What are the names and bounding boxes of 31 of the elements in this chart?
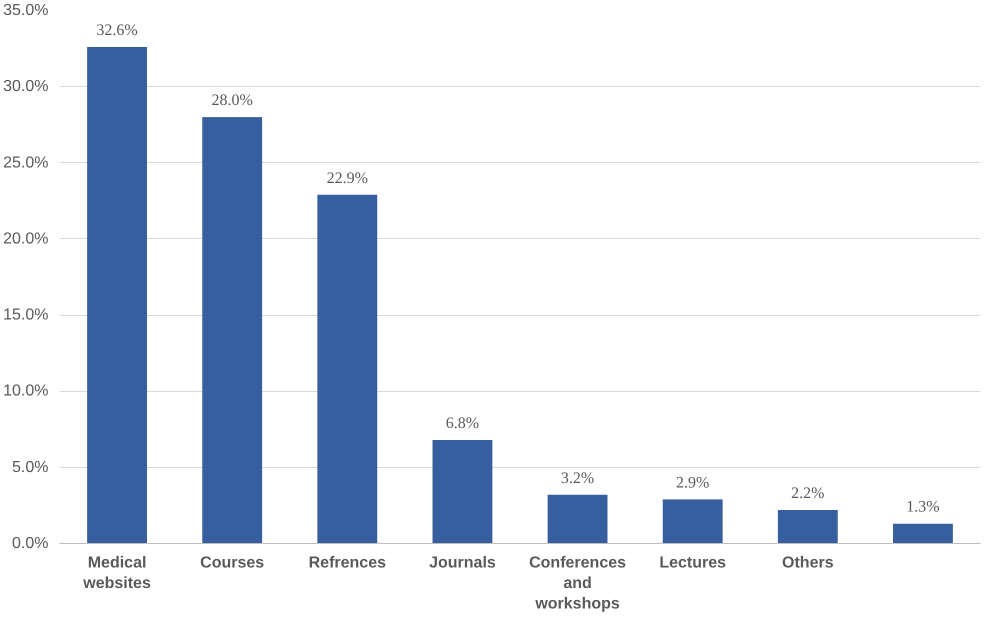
bar: [662, 499, 723, 544]
y-tick-label: 10.0%: [3, 382, 49, 400]
y-tick-label: 30.0%: [3, 78, 49, 96]
y-tick-label: 35.0%: [3, 2, 49, 19]
bar: [893, 524, 953, 544]
data-label: 1.3%: [906, 498, 940, 516]
bar: [548, 494, 608, 544]
y-tick-label: 5.0%: [12, 458, 48, 476]
bar: [87, 47, 147, 544]
data-label: 2.2%: [791, 484, 824, 502]
data-label: 28.0%: [212, 92, 253, 110]
bar: [432, 440, 492, 544]
y-tick-label: 0.0%: [12, 535, 48, 552]
data-label: 6.8%: [446, 414, 480, 432]
data-label: 22.9%: [326, 170, 368, 187]
x-tick-label: Refrences: [308, 554, 386, 572]
data-label: 32.6%: [96, 22, 138, 40]
bar: [202, 117, 262, 544]
y-tick-label: 20.0%: [3, 230, 49, 248]
bar: [778, 510, 838, 544]
bar: [317, 194, 378, 544]
x-tick-label: Courses: [200, 554, 264, 572]
x-tick-label: Journals: [429, 554, 496, 572]
data-label: 3.2%: [560, 470, 594, 487]
x-tick-label: Medical websites: [82, 554, 151, 592]
x-tick-label: Conferences and workshops: [529, 554, 626, 612]
y-tick-label: 15.0%: [3, 306, 49, 324]
x-tick-label: Others: [782, 554, 834, 572]
x-tick-label: Lectures: [659, 554, 726, 572]
data-label: 2.9%: [676, 474, 710, 492]
y-tick-label: 25.0%: [3, 154, 49, 172]
